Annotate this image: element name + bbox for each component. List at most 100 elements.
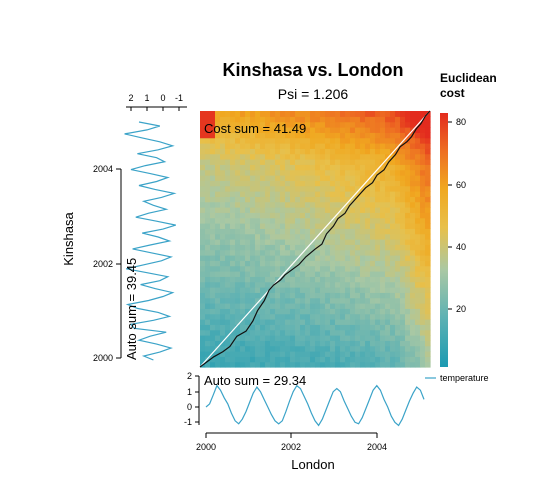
heatmap-cell xyxy=(295,297,301,304)
heatmap-cell xyxy=(310,249,316,256)
heatmap-cell xyxy=(285,132,291,139)
heatmap-cell xyxy=(360,281,366,288)
heatmap-cell xyxy=(410,121,416,128)
heatmap-cell xyxy=(260,292,266,299)
heatmap-cell xyxy=(200,340,206,347)
heatmap-cell xyxy=(235,191,241,197)
heatmap-cell xyxy=(395,169,401,176)
heatmap-cell xyxy=(340,276,346,283)
heatmap-cell xyxy=(295,191,301,197)
heatmap-cell xyxy=(240,175,246,181)
heatmap-cell xyxy=(345,260,351,267)
heatmap-cell xyxy=(270,148,276,155)
heatmap-cell xyxy=(325,111,331,117)
heatmap-cell xyxy=(405,239,411,245)
heatmap-cell xyxy=(210,201,216,208)
heatmap-cell xyxy=(210,340,216,347)
heatmap-cell xyxy=(260,116,266,123)
heatmap-cell xyxy=(265,111,271,117)
heatmap-cell xyxy=(330,228,336,235)
heatmap-cell xyxy=(365,244,371,251)
heatmap-cell xyxy=(295,233,301,240)
heatmap-cell xyxy=(220,223,226,229)
heatmap-cell xyxy=(310,212,316,219)
heatmap-cell xyxy=(240,244,246,251)
heatmap-cell xyxy=(390,239,396,245)
heatmap-cell xyxy=(275,148,281,155)
heatmap-cell xyxy=(220,180,226,187)
heatmap-cell xyxy=(420,249,426,256)
heatmap-cell xyxy=(260,164,266,171)
heatmap-cell xyxy=(415,244,421,251)
heatmap-cell xyxy=(255,244,261,251)
heatmap-cell xyxy=(305,271,311,277)
heatmap-cell xyxy=(425,175,431,181)
heatmap-cell xyxy=(320,361,326,368)
heatmap-cell xyxy=(360,180,366,187)
heatmap-cell xyxy=(370,319,376,325)
heatmap-cell xyxy=(280,260,286,267)
heatmap-cell xyxy=(355,276,361,283)
heatmap-cell xyxy=(340,329,346,336)
heatmap-cell xyxy=(290,143,296,149)
heatmap-cell xyxy=(295,223,301,229)
heatmap-cell xyxy=(305,356,311,363)
heatmap-cell xyxy=(385,111,391,117)
heatmap-cell xyxy=(300,276,306,283)
heatmap-cell xyxy=(225,292,231,299)
heatmap-cell xyxy=(275,196,281,203)
heatmap-cell xyxy=(320,287,326,293)
heatmap-cell xyxy=(420,345,426,352)
heatmap-cell xyxy=(340,217,346,224)
heatmap-cell xyxy=(420,297,426,304)
heatmap-cell xyxy=(280,148,286,155)
heatmap-cell xyxy=(260,260,266,267)
heatmap-cell xyxy=(215,356,221,363)
heatmap-cell xyxy=(205,121,211,128)
heatmap-cell xyxy=(285,287,291,293)
heatmap-cell xyxy=(250,292,256,299)
heatmap-cell xyxy=(255,111,261,117)
heatmap-cell xyxy=(235,207,241,213)
heatmap-cell xyxy=(290,340,296,347)
heatmap-cell xyxy=(410,329,416,336)
heatmap-cell xyxy=(285,212,291,219)
heatmap-cell xyxy=(255,249,261,256)
heatmap-cell xyxy=(315,308,321,315)
heatmap-cell xyxy=(200,244,206,251)
heatmap-cell xyxy=(350,148,356,155)
heatmap-cell xyxy=(255,116,261,123)
heatmap-cell xyxy=(280,361,286,368)
heatmap-cell xyxy=(380,271,386,277)
heatmap-cell xyxy=(420,255,426,261)
left-value-axis: 2 1 0 -1 xyxy=(184,371,200,427)
heatmap-cell xyxy=(370,116,376,123)
heatmap-cell xyxy=(420,111,426,117)
heatmap-cell xyxy=(280,143,286,149)
heatmap-cell xyxy=(275,228,281,235)
heatmap-cell xyxy=(215,164,221,171)
heatmap-cell xyxy=(380,164,386,171)
heatmap-cell xyxy=(205,223,211,229)
heatmap-cell xyxy=(395,217,401,224)
heatmap-cell xyxy=(220,319,226,325)
heatmap-cell xyxy=(320,153,326,160)
heatmap-cell xyxy=(305,239,311,245)
heatmap-cell xyxy=(240,116,246,123)
heatmap-cell xyxy=(235,132,241,139)
heatmap-cell xyxy=(340,265,346,272)
heatmap-cell xyxy=(320,127,326,133)
heatmap-cell xyxy=(205,175,211,181)
heatmap-cell xyxy=(310,281,316,288)
heatmap-cell xyxy=(355,313,361,320)
heatmap-cell xyxy=(330,313,336,320)
heatmap-cell xyxy=(335,164,341,171)
heatmap-cell xyxy=(300,356,306,363)
heatmap-cell xyxy=(295,196,301,203)
heatmap-cell xyxy=(350,159,356,165)
heatmap-cell xyxy=(300,137,306,144)
heatmap-cell xyxy=(320,276,326,283)
heatmap-cell xyxy=(315,169,321,176)
heatmap-cell xyxy=(245,169,251,176)
heatmap-cell xyxy=(275,340,281,347)
